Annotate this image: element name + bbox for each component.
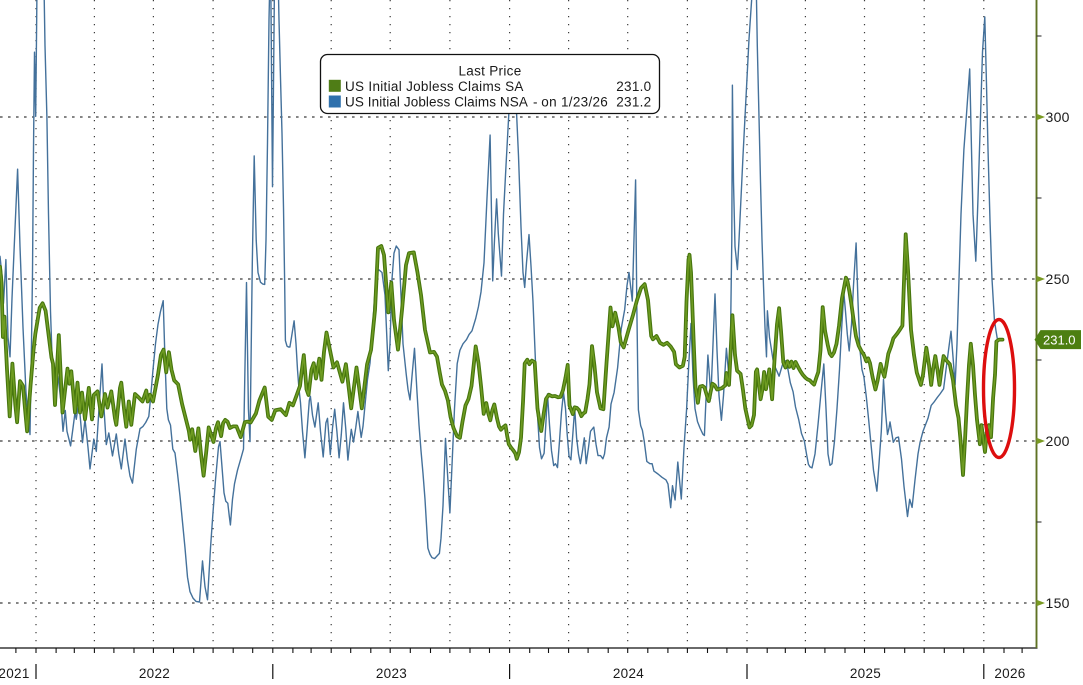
svg-text:US Initial Jobless Claims SA: US Initial Jobless Claims SA <box>345 79 524 94</box>
svg-text:US Initial Jobless Claims NSA: US Initial Jobless Claims NSA <box>345 94 528 109</box>
svg-text:2024: 2024 <box>613 666 644 680</box>
svg-text:2022: 2022 <box>139 666 170 680</box>
svg-text:200: 200 <box>1046 433 1070 449</box>
svg-text:2026: 2026 <box>994 666 1025 680</box>
svg-text:250: 250 <box>1046 271 1070 287</box>
svg-text:-: - <box>533 94 538 109</box>
svg-text:2025: 2025 <box>850 666 881 680</box>
svg-text:150: 150 <box>1046 595 1070 611</box>
svg-text:Last Price: Last Price <box>458 64 521 79</box>
svg-text:300: 300 <box>1046 109 1070 125</box>
svg-text:2021: 2021 <box>0 666 30 680</box>
svg-text:2023: 2023 <box>376 666 407 680</box>
svg-text:231.0: 231.0 <box>1043 332 1076 347</box>
svg-text:231.0: 231.0 <box>616 79 651 94</box>
svg-text:on 1/23/26 231.2: on 1/23/26 231.2 <box>541 94 651 109</box>
